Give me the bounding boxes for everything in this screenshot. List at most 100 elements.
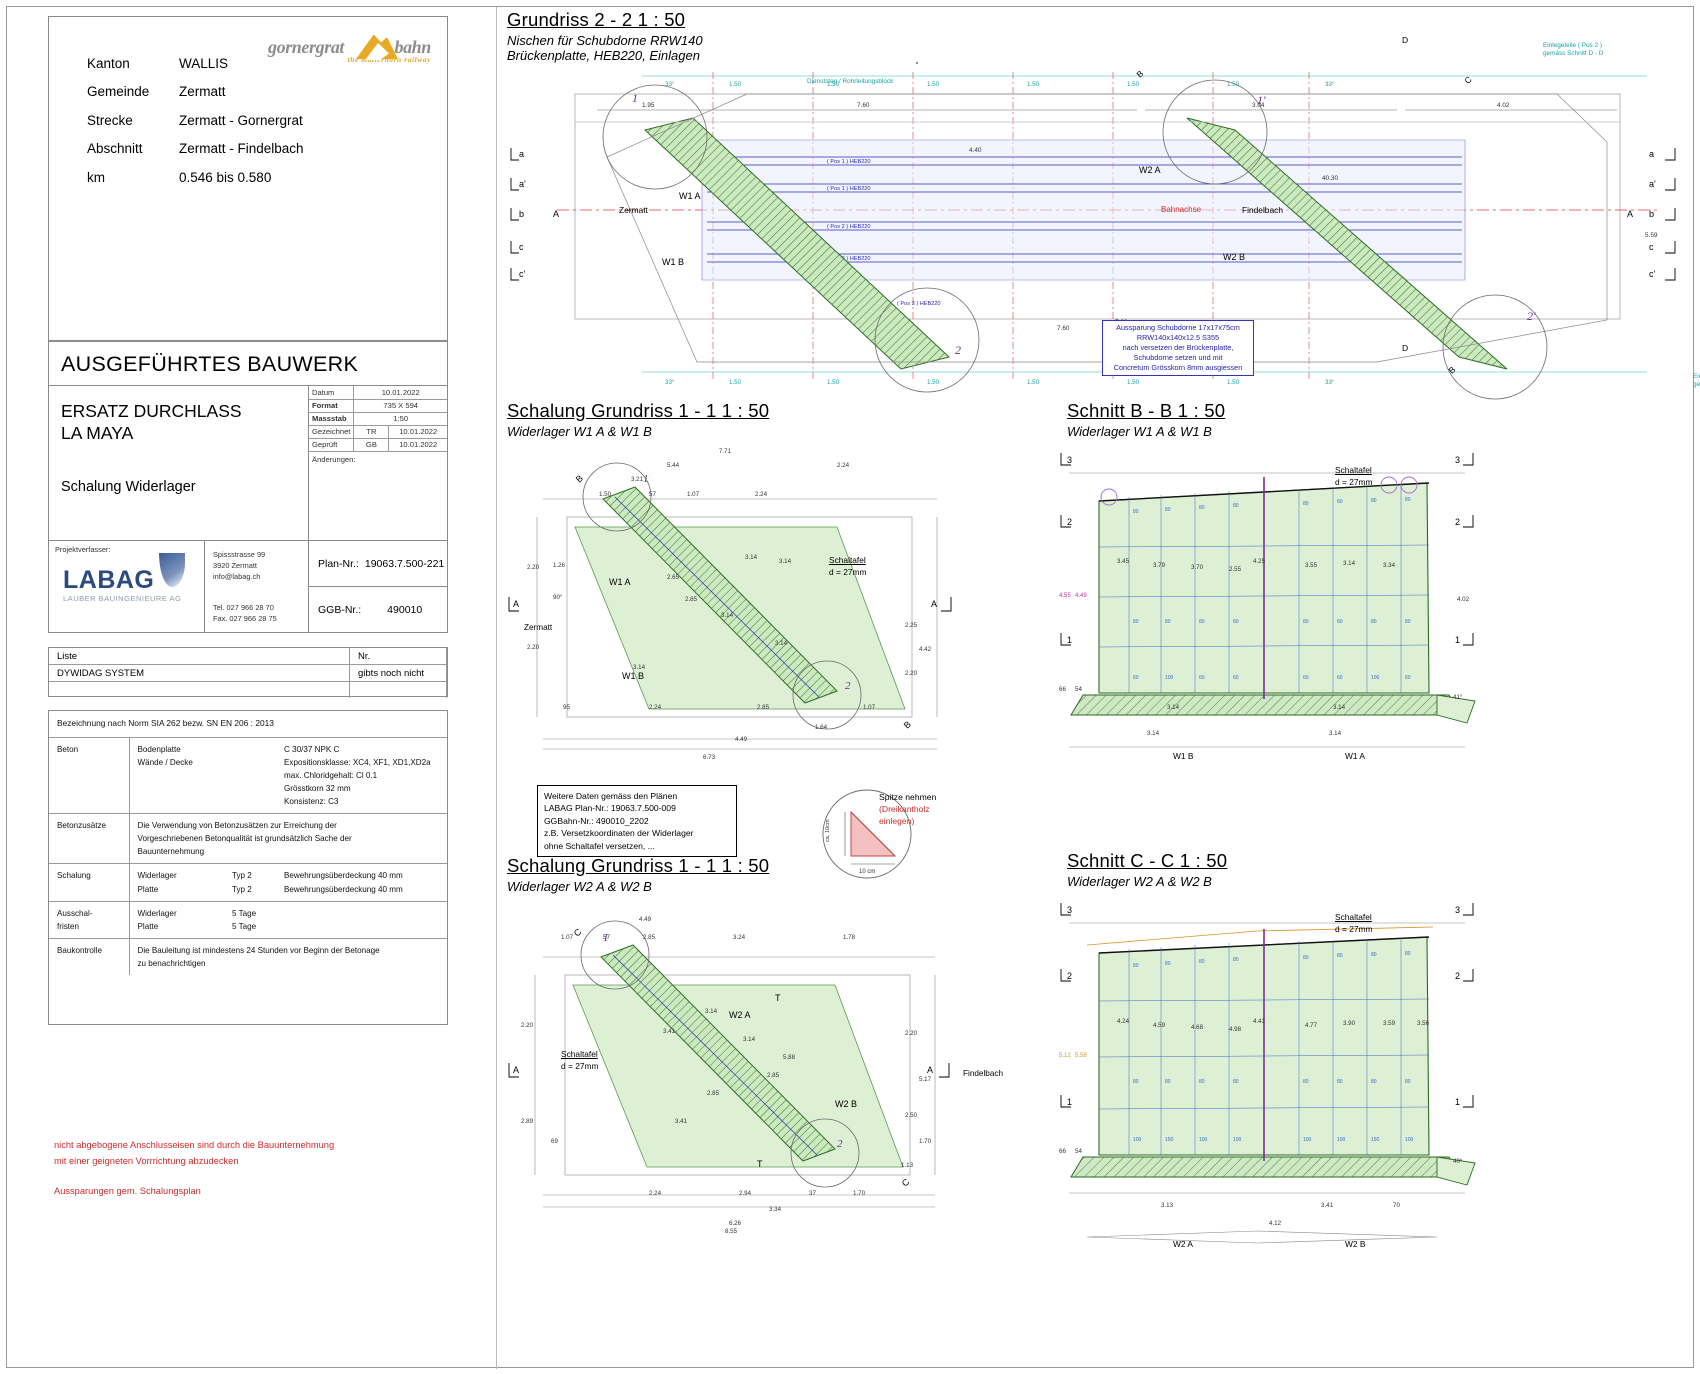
- svg-text:80: 80: [1303, 501, 1309, 507]
- svg-text:2.85: 2.85: [767, 1072, 780, 1079]
- svg-text:2.55: 2.55: [1229, 566, 1242, 573]
- svg-text:2.24: 2.24: [837, 462, 850, 469]
- svg-text:33°: 33°: [1325, 379, 1335, 386]
- spec-col3: 5 Tage 5 Tage: [224, 901, 447, 939]
- svg-text:2: 2: [955, 343, 961, 357]
- label-zermatt: Zermatt: [619, 205, 648, 215]
- svg-text:a': a': [1649, 179, 1656, 189]
- svg-text:100: 100: [1165, 675, 1174, 681]
- svg-text:c': c': [519, 269, 526, 279]
- svg-text:1.95: 1.95: [642, 102, 655, 109]
- svg-text:c: c: [519, 242, 524, 252]
- svg-text:( Pos 3 ) HEB220: ( Pos 3 ) HEB220: [897, 301, 941, 307]
- svg-text:4.02: 4.02: [1457, 596, 1470, 603]
- svg-text:A: A: [553, 209, 559, 219]
- svg-text:3.59: 3.59: [1383, 1020, 1396, 1027]
- labag-logo: LABAG LAUBER BAUINGENIEURE AG: [63, 553, 185, 603]
- callout-line: Weitere Daten gemäss den Plänen: [544, 791, 678, 801]
- svg-text:80: 80: [1133, 1079, 1139, 1085]
- svg-text:60: 60: [1133, 675, 1139, 681]
- svg-text:80: 80: [1337, 499, 1343, 505]
- svg-text:W1 B: W1 B: [1173, 751, 1194, 761]
- svg-text:3.55: 3.55: [1305, 562, 1318, 569]
- label-schaltafel-d: d = 27mm: [1335, 477, 1373, 487]
- svg-text:6.73: 6.73: [703, 754, 716, 761]
- svg-text:3.21: 3.21: [631, 476, 644, 483]
- drawing-title: Schnitt B - B 1 : 50: [1067, 400, 1226, 421]
- svg-text:B: B: [574, 473, 585, 485]
- spec-col2: Widerlager Platte: [129, 901, 224, 939]
- svg-text:80: 80: [1199, 1079, 1205, 1085]
- svg-text:100: 100: [1405, 1137, 1414, 1143]
- svg-text:3: 3: [1067, 905, 1072, 915]
- svg-text:1: 1: [632, 91, 638, 105]
- svg-text:3.14: 3.14: [1147, 730, 1160, 737]
- title-block-header: AUSGEFÜHRTES BAUWERK: [49, 342, 447, 386]
- svg-text:1.50: 1.50: [729, 81, 742, 88]
- drawing-title: Schalung Grundriss 1 - 1 1 : 50: [507, 855, 770, 876]
- svg-text:1.50: 1.50: [927, 379, 940, 386]
- liste-table-box: Liste Nr. DYWIDAG SYSTEM gibts noch nich…: [48, 647, 448, 698]
- table-row: Gemeinde Zermatt: [87, 78, 304, 107]
- svg-text:A: A: [1627, 209, 1633, 219]
- address-street: Spissstrasse 99: [213, 550, 266, 559]
- table-header-row: Liste Nr.: [49, 648, 447, 665]
- metadata-area: Datum 10.01.2022 Format 735 X 594 Massst…: [309, 386, 447, 540]
- svg-text:3.34: 3.34: [769, 1206, 782, 1213]
- svg-text:80: 80: [1199, 959, 1205, 965]
- svg-text:1.50: 1.50: [1027, 379, 1040, 386]
- meta-value: 10.01.2022: [353, 386, 447, 400]
- ggb-number-row: GGB-Nr.: 490010: [309, 587, 447, 632]
- svg-text:3.14: 3.14: [633, 664, 646, 671]
- svg-text:100: 100: [1233, 1137, 1242, 1143]
- svg-text:W1 A: W1 A: [1345, 751, 1365, 761]
- svg-text:1.78: 1.78: [843, 934, 856, 941]
- svg-text:80: 80: [1405, 619, 1411, 625]
- svg-text:80: 80: [1337, 1079, 1343, 1085]
- metadata-table: Datum 10.01.2022 Format 735 X 594 Massst…: [309, 386, 447, 452]
- svg-text:3.41: 3.41: [663, 1028, 676, 1035]
- svg-text:1: 1: [1455, 1097, 1460, 1107]
- table-row: Kanton WALLIS: [87, 49, 304, 78]
- ggb-number-value: 490010: [387, 603, 423, 616]
- label-w1a: W1 A: [609, 577, 631, 587]
- title-block-column: gornergrat bahn the matterhorn railway K…: [7, 7, 497, 1369]
- svg-text:2.50: 2.50: [905, 1112, 918, 1119]
- spec-col3: Typ 2 Typ 2: [224, 863, 276, 902]
- table-row: Datum 10.01.2022: [309, 386, 447, 400]
- callout-weitere-daten: Weitere Daten gemäss den Plänen LABAG Pl…: [537, 785, 737, 858]
- project-value: 0.546 bis 0.580: [179, 169, 272, 185]
- svg-text:2.24: 2.24: [649, 1190, 662, 1197]
- meta-initials: TR: [353, 425, 390, 439]
- svg-text:3.04: 3.04: [1252, 102, 1265, 109]
- red-note-line: Aussparungen gem. Schalungsplan: [54, 1185, 201, 1196]
- svg-text:a: a: [519, 149, 524, 159]
- svg-text:1.07: 1.07: [687, 491, 700, 498]
- svg-text:T: T: [775, 993, 781, 1003]
- svg-text:2.85: 2.85: [707, 1090, 720, 1097]
- logo-word-bahn: bahn: [394, 37, 431, 57]
- meta-date: 10.01.2022: [388, 438, 447, 452]
- table-row: [49, 681, 447, 698]
- address-email: info@labag.ch: [213, 572, 261, 582]
- drawing-schalung-w1: 1 2 7.71 5.44 2.24 3.21 1.50 57 1.07 2.24 95 2…: [507, 439, 967, 779]
- label-einlegen: einlegen): [879, 816, 915, 826]
- callout-line: ohne Schaltafel versetzen, ...: [544, 840, 655, 851]
- svg-text:2': 2': [1527, 309, 1536, 323]
- title-block: AUSGEFÜHRTES BAUWERK ERSATZ DURCHLASS LA…: [48, 341, 448, 633]
- project-info-box: gornergrat bahn the matterhorn railway K…: [48, 16, 448, 341]
- svg-text:4.12: 4.12: [1269, 1220, 1282, 1227]
- svg-text:4.24: 4.24: [1117, 1018, 1130, 1025]
- svg-text:80: 80: [1371, 619, 1377, 625]
- svg-text:ca. 10cm: ca. 10cm: [825, 819, 831, 842]
- svg-text:80: 80: [1405, 1079, 1411, 1085]
- label-einlegeteile-pos2: Einlegeteile ( Pos 2 ): [1543, 42, 1602, 49]
- drawing-title-schalung-w1: Schalung Grundriss 1 - 1 1 : 50 Widerlag…: [507, 400, 769, 439]
- logo-tagline: the matterhorn railway: [347, 55, 431, 64]
- svg-text:60: 60: [1199, 675, 1205, 681]
- svg-text:100: 100: [1199, 1137, 1208, 1143]
- spec-col2: Die Verwendung von Betonzusätzen zur Err…: [129, 813, 447, 865]
- svg-text:( Pos 3 ) HEB220: ( Pos 3 ) HEB220: [827, 256, 871, 262]
- svg-text:3.41: 3.41: [675, 1118, 688, 1125]
- meta-label: Geprüft: [309, 438, 355, 452]
